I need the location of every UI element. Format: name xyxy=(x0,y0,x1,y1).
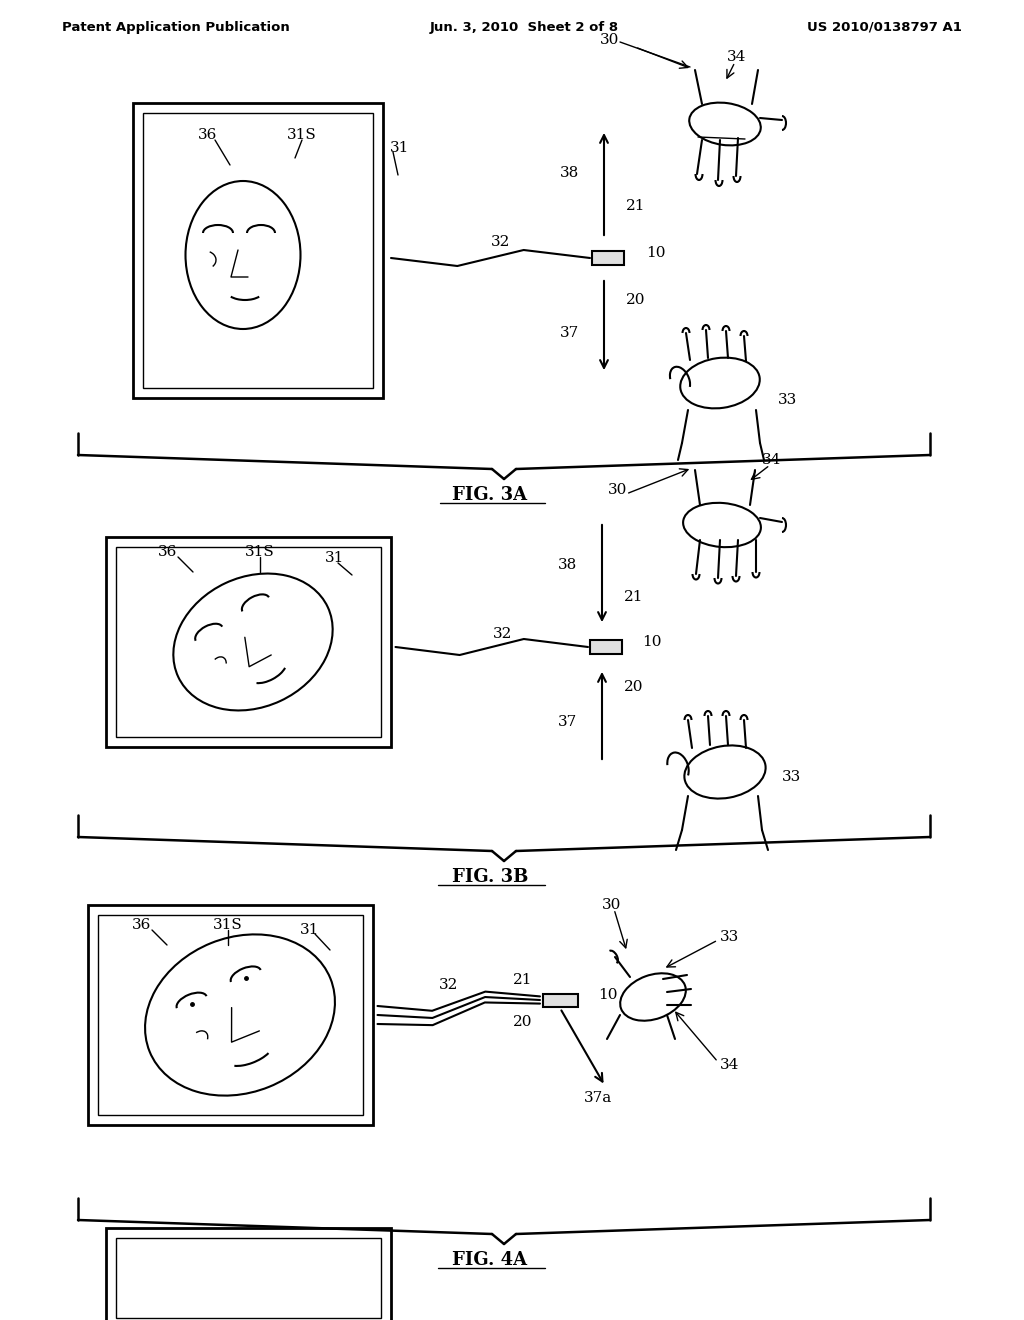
Text: 37a: 37a xyxy=(584,1092,612,1105)
Text: 33: 33 xyxy=(720,931,739,944)
Text: 37: 37 xyxy=(560,326,579,341)
Text: 31: 31 xyxy=(390,141,410,154)
Text: 20: 20 xyxy=(512,1015,532,1030)
Text: 38: 38 xyxy=(558,558,577,572)
Text: 21: 21 xyxy=(626,199,645,213)
Text: 33: 33 xyxy=(778,393,798,407)
Bar xyxy=(590,640,622,653)
Text: 32: 32 xyxy=(490,235,510,249)
Bar xyxy=(116,1238,381,1317)
Text: 31S: 31S xyxy=(287,128,316,143)
Text: 31: 31 xyxy=(300,923,319,937)
Text: 37: 37 xyxy=(558,715,577,729)
Text: FIG. 3A: FIG. 3A xyxy=(453,486,527,504)
Text: 34: 34 xyxy=(720,1059,739,1072)
Text: 36: 36 xyxy=(132,917,152,932)
Text: 33: 33 xyxy=(782,770,801,784)
Text: 31S: 31S xyxy=(245,545,274,558)
Text: 21: 21 xyxy=(624,590,643,605)
Bar xyxy=(105,1228,390,1320)
Bar xyxy=(87,906,373,1125)
Text: 36: 36 xyxy=(199,128,218,143)
Text: 30: 30 xyxy=(600,33,620,48)
Text: 38: 38 xyxy=(560,166,579,180)
Bar xyxy=(133,103,383,397)
Text: FIG. 3B: FIG. 3B xyxy=(452,869,528,886)
Text: 20: 20 xyxy=(626,293,645,308)
Text: 10: 10 xyxy=(646,246,666,260)
Text: 10: 10 xyxy=(642,635,662,649)
Bar xyxy=(105,537,390,747)
Bar xyxy=(97,915,362,1115)
Text: FIG. 4A: FIG. 4A xyxy=(453,1251,527,1269)
Bar xyxy=(543,994,578,1006)
Text: 32: 32 xyxy=(438,978,458,993)
Text: 20: 20 xyxy=(624,680,643,694)
Text: 31: 31 xyxy=(326,550,345,565)
Text: 31S: 31S xyxy=(213,917,243,932)
Bar xyxy=(592,251,624,265)
Text: 10: 10 xyxy=(598,987,617,1002)
Text: 36: 36 xyxy=(159,545,178,558)
Text: Patent Application Publication: Patent Application Publication xyxy=(62,21,290,33)
Text: Jun. 3, 2010  Sheet 2 of 8: Jun. 3, 2010 Sheet 2 of 8 xyxy=(430,21,620,33)
Text: 34: 34 xyxy=(727,50,746,63)
Text: 34: 34 xyxy=(762,453,781,467)
Text: 32: 32 xyxy=(493,627,512,642)
Bar xyxy=(143,112,373,388)
Text: 21: 21 xyxy=(512,973,532,987)
Text: US 2010/0138797 A1: US 2010/0138797 A1 xyxy=(807,21,962,33)
Bar xyxy=(116,546,381,737)
Text: 30: 30 xyxy=(602,898,622,912)
Text: 30: 30 xyxy=(608,483,628,498)
